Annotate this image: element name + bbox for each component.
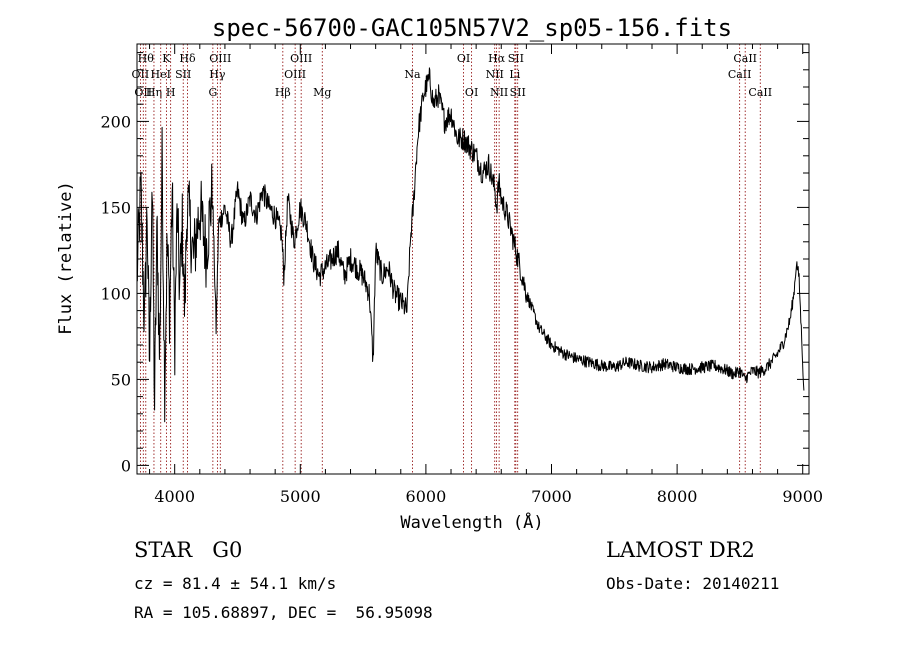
line-marker-label: OII — [134, 86, 152, 99]
line-markers: OII OII Hθ Hη HeI K H SII Hδ G Hγ OIII Hβ OIII OIII Mg N… — [132, 44, 772, 474]
x-axis-label: Wavelength (Å) — [400, 511, 543, 533]
spectrum-line — [136, 67, 805, 423]
line-marker-label: Hδ — [179, 52, 196, 65]
line-marker-label: G — [208, 86, 217, 99]
y-tick-label: 50 — [111, 370, 131, 389]
observation-date: Obs-Date: 20140211 — [606, 574, 780, 593]
x-tick-label: 8000 — [657, 487, 698, 506]
line-marker-label: CaII — [728, 68, 752, 81]
line-marker-label: OI — [465, 86, 478, 99]
spectrum-chart: spec-56700-GAC105N57V2_sp05-156.fits OII… — [56, 14, 823, 533]
line-marker-label: NII — [490, 86, 508, 99]
spectral-class: STAR G0 — [134, 538, 243, 562]
plot-frame — [136, 43, 810, 475]
line-marker-label: OIII — [290, 52, 312, 65]
line-marker-label: HeI — [151, 68, 171, 81]
line-marker-label: H — [166, 86, 176, 99]
chart-title: spec-56700-GAC105N57V2_sp05-156.fits — [212, 14, 732, 42]
y-tick-label: 0 — [121, 456, 131, 475]
line-marker-label: SII — [175, 68, 191, 81]
x-tick-label: 5000 — [280, 487, 321, 506]
line-marker-label: K — [162, 52, 171, 65]
line-marker-label: Hθ — [138, 52, 155, 65]
line-marker-label: Li — [509, 68, 520, 81]
y-axis-label: Flux (relative) — [56, 181, 76, 335]
survey-name: LAMOST DR2 — [606, 538, 755, 562]
line-marker-label: CaII — [748, 86, 772, 99]
line-marker-label: OII — [132, 68, 150, 81]
x-tick-label: 7000 — [531, 487, 572, 506]
line-marker-label: NII — [486, 68, 504, 81]
line-marker-label: OIII — [209, 52, 231, 65]
line-marker-label: OIII — [284, 68, 306, 81]
line-marker-label: SII — [510, 86, 526, 99]
spectrum-series — [136, 67, 805, 423]
line-marker-label: SII — [508, 52, 524, 65]
line-marker-label: CaII — [733, 52, 757, 65]
line-marker-label: OI — [457, 52, 470, 65]
line-marker-label: Na — [404, 68, 421, 81]
line-marker-label: Mg — [313, 86, 331, 99]
redshift-velocity: cz = 81.4 ± 54.1 km/s — [134, 574, 337, 593]
y-tick-label: 150 — [100, 198, 131, 217]
coordinates: RA = 105.68897, DEC = 56.95098 — [134, 603, 433, 622]
x-tick-label: 4000 — [154, 487, 195, 506]
line-marker-label: Hγ — [209, 68, 226, 81]
line-marker-label: Hα — [488, 52, 506, 65]
y-tick-label: 200 — [100, 112, 131, 131]
x-tick-label: 9000 — [782, 487, 823, 506]
line-marker-label: Hβ — [275, 86, 291, 99]
y-axis: 0 50 100 150 200 — [100, 52, 809, 475]
line-marker-label: Hη — [146, 86, 162, 99]
x-axis: 4000 5000 6000 7000 8000 9000 — [149, 44, 823, 506]
x-tick-label: 6000 — [406, 487, 447, 506]
y-tick-label: 100 — [100, 284, 131, 303]
